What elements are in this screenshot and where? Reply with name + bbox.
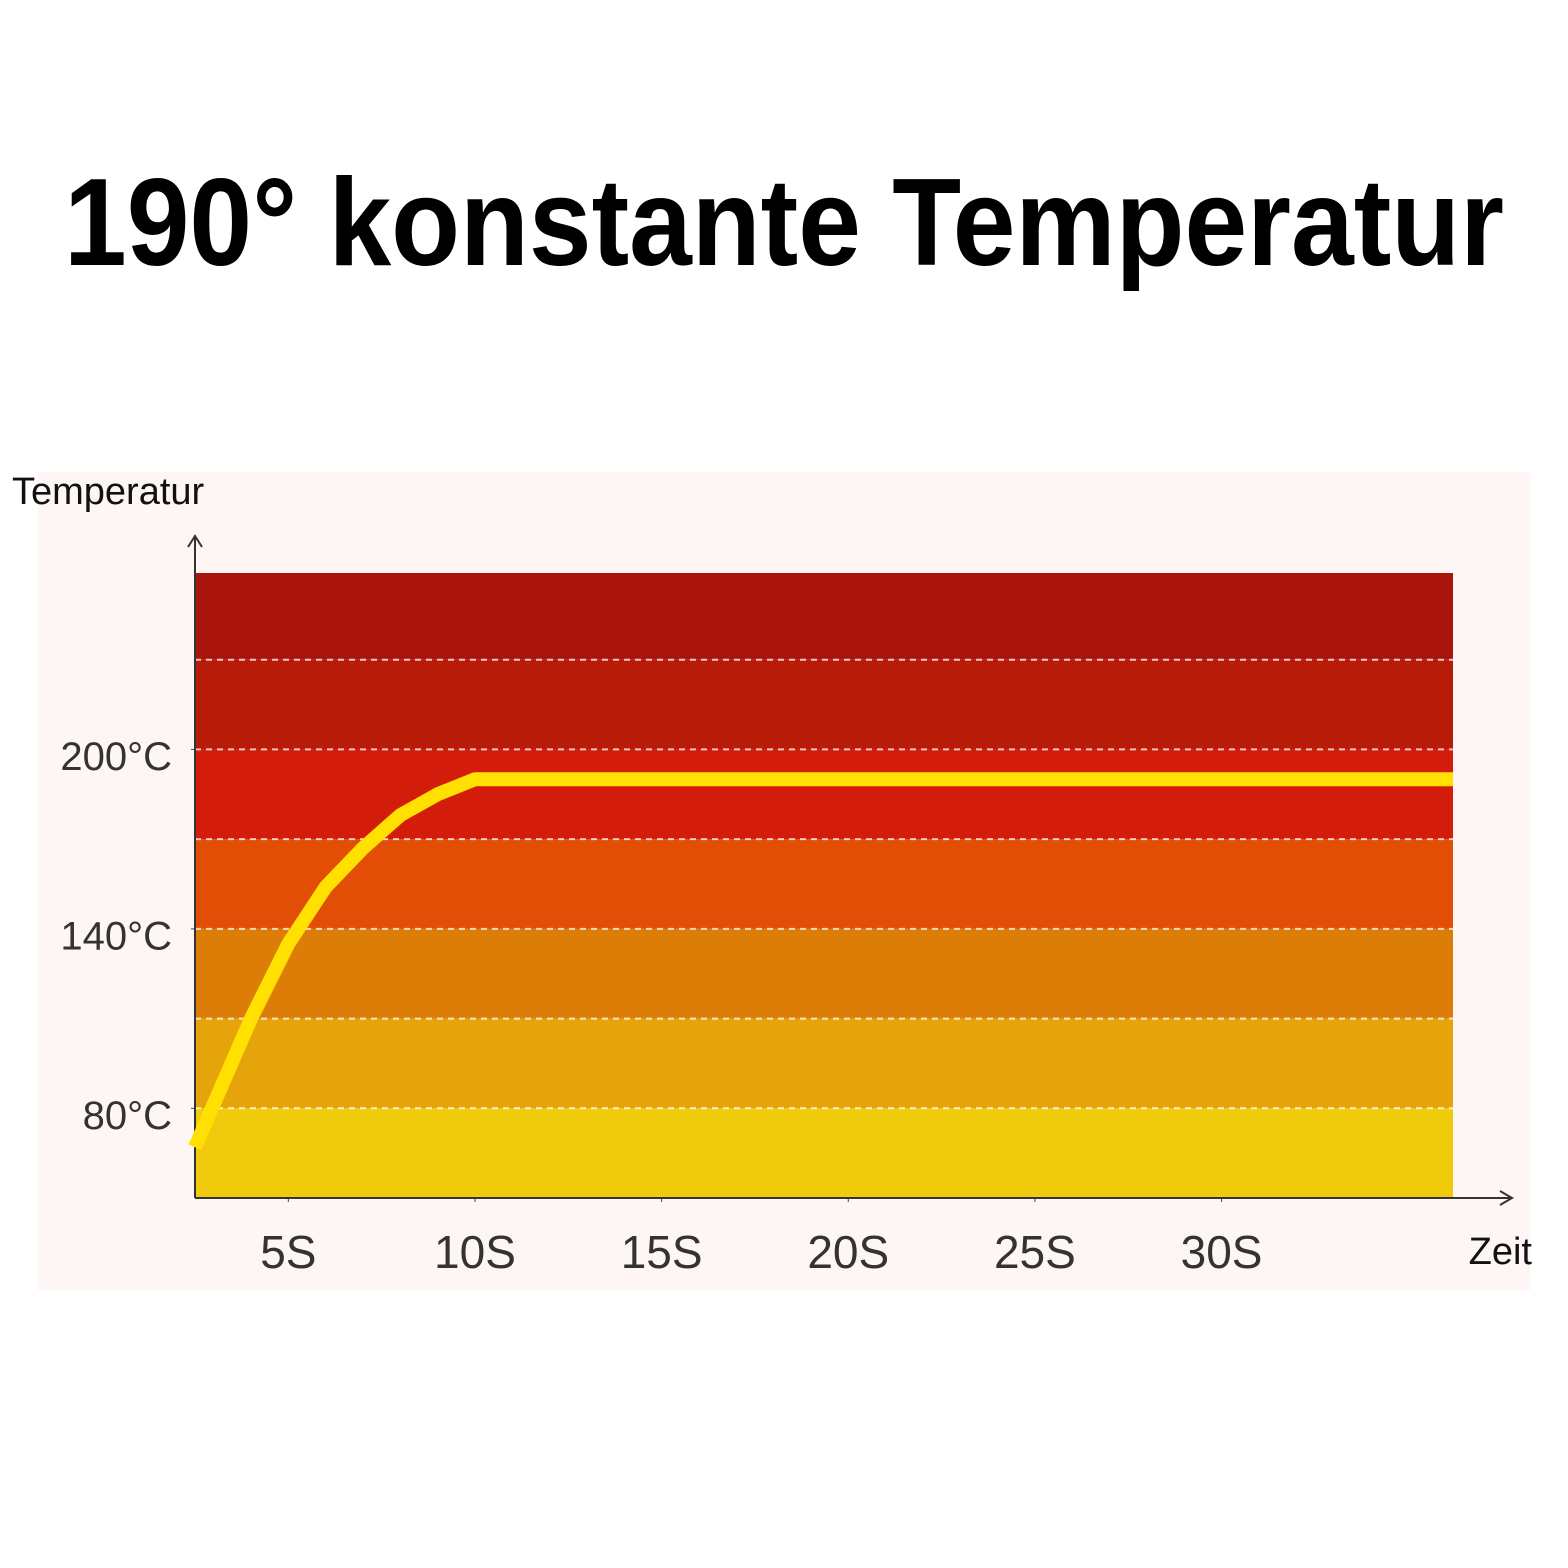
plot-area: 80°C 140°C 200°C 5S 10S 15S 20S 25S 30S xyxy=(60,534,1514,1278)
y-axis xyxy=(187,534,203,1198)
band xyxy=(195,573,1453,660)
x-tick-label: 15S xyxy=(621,1226,703,1278)
band xyxy=(195,928,1453,1019)
x-tick-label: 10S xyxy=(434,1226,516,1278)
chart-title: 190° konstante Temperatur xyxy=(64,154,1504,292)
band xyxy=(195,749,1453,840)
temperature-line xyxy=(188,772,1453,1150)
y-tick-label: 140°C xyxy=(60,914,172,958)
x-tick-label: 5S xyxy=(260,1226,316,1278)
band xyxy=(195,839,1453,929)
x-axis xyxy=(195,1190,1514,1206)
x-tick-label: 25S xyxy=(994,1226,1076,1278)
x-axis-label: Zeit xyxy=(1469,1231,1533,1273)
y-tick-label: 80°C xyxy=(83,1094,172,1138)
y-tick-label: 200°C xyxy=(60,735,172,779)
x-tick-label: 20S xyxy=(807,1226,889,1278)
x-tick-label: 30S xyxy=(1181,1226,1263,1278)
band xyxy=(195,1108,1453,1198)
band xyxy=(195,1018,1453,1109)
band xyxy=(195,659,1453,750)
y-axis-label: Temperatur xyxy=(12,471,205,513)
